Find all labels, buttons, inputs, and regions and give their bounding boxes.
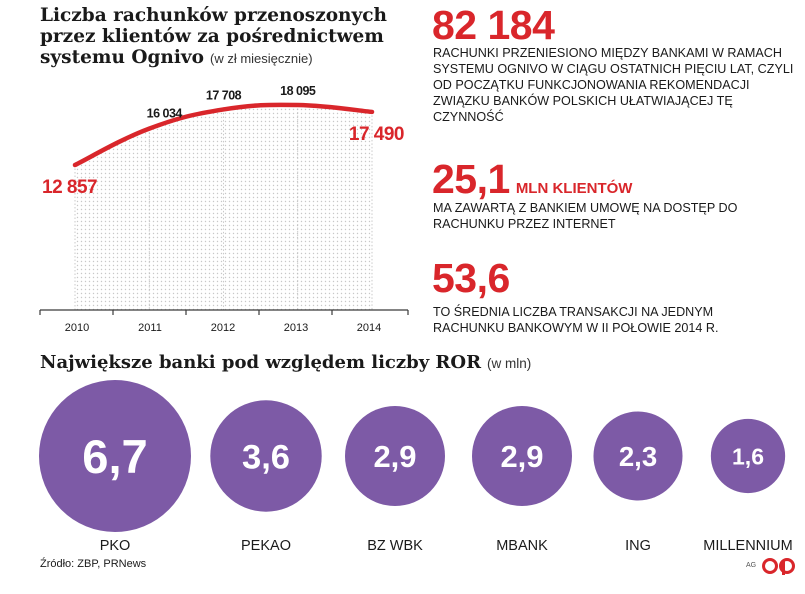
stat-3-value: 53,6 (432, 255, 510, 301)
data-point (295, 103, 300, 107)
bubble-value-label: 1,6 (732, 443, 764, 469)
chart-unit: (w zł miesięcznie) (209, 51, 313, 66)
bubble-category-label: PKO (99, 538, 131, 554)
bubble-category-label: MILLENNIUM (703, 538, 793, 554)
bubble-value-label: 6,7 (82, 430, 148, 483)
line-area-fill (75, 104, 372, 310)
x-tick-label: 2011 (138, 322, 162, 334)
data-value-label: 12 857 (42, 177, 97, 198)
chart-title: Liczba rachunków przenoszonych przez kli… (40, 5, 410, 69)
data-value-label: 17 490 (349, 124, 404, 145)
publisher-logo (762, 558, 795, 575)
bubbles-title: Największe banki pod względem liczby ROR… (40, 352, 531, 373)
stat-3-text: TO ŚREDNIA LICZBA TRANSAKCJI NA JEDNYM R… (433, 305, 719, 335)
stat-2-unit: MLN KLIENTÓW (515, 180, 633, 197)
bubble-value-label: 2,9 (373, 439, 416, 474)
stat-1-value: 82 184 (432, 2, 555, 48)
stat-2-value: 25,1 (432, 156, 510, 202)
bubble-value-label: 2,3 (619, 441, 657, 472)
data-point (370, 109, 374, 114)
data-point (221, 107, 226, 112)
bubble-category-label: MBANK (496, 538, 548, 554)
bubble-category-label: BZ WBK (367, 538, 423, 554)
bubble (39, 380, 191, 532)
x-tick-label: 2012 (211, 322, 235, 334)
bubble-category-label: PEKAO (241, 538, 291, 554)
chart-title-text: Liczba rachunków przenoszonych przez kli… (40, 5, 387, 68)
data-value-label: 16 034 (147, 107, 183, 121)
bubble (710, 418, 786, 494)
data-point (73, 163, 77, 167)
x-tick-label: 2010 (65, 322, 89, 334)
data-value-label: 18 095 (280, 84, 316, 98)
line-chart: 2010 2011 2012 2013 2014 12 857 16 034 17 708 18… (39, 84, 409, 334)
bubbles-unit: (w mln) (487, 356, 532, 371)
author-credit: AG (746, 562, 757, 569)
data-point (147, 126, 152, 131)
bubble-value-label: 3,6 (242, 438, 290, 476)
stat-2-text: MA ZAWARTĄ Z BANKIEM UMOWĘ NA DOSTĘP DO … (433, 201, 738, 231)
x-tick-label: 2014 (357, 322, 381, 334)
stat-2: 25,1 MLN KLIENTÓW (432, 156, 632, 203)
bubble-category-label: ING (625, 538, 651, 554)
bubble (593, 411, 683, 501)
bubble (344, 405, 446, 507)
stat-1-text: RACHUNKI PRZENIESIONO MIĘDZY BANKAMI W R… (433, 46, 794, 124)
bubble-value-label: 2,9 (500, 439, 543, 474)
bubble-chart: 6,7 3,6 2,9 2,9 2,3 1,6 (39, 380, 786, 532)
bubble (471, 405, 573, 507)
bubbles-title-text: Największe banki pod względem liczby ROR (40, 352, 482, 373)
source-note: Źródło: ZBP, PRNews (40, 558, 147, 570)
data-value-label: 17 708 (206, 88, 242, 102)
x-tick-label: 2013 (284, 322, 308, 334)
bubble (210, 400, 322, 512)
